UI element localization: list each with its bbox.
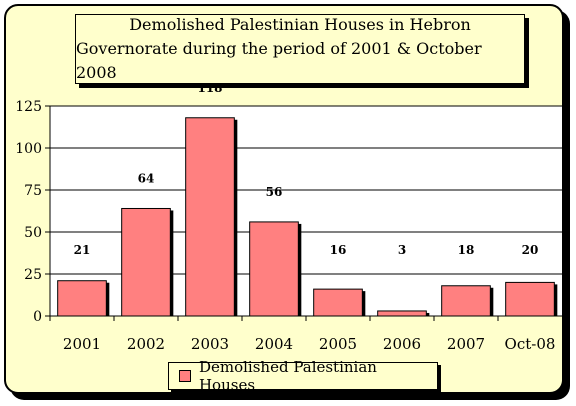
chart-title-box: Demolished Palestinian Houses in Hebron … — [75, 14, 525, 84]
y-tick-label: 50 — [24, 225, 42, 241]
y-tick-label: 100 — [15, 141, 42, 157]
bar-2003 — [185, 117, 235, 317]
x-tick-label: 2003 — [191, 335, 229, 353]
chart-title-line-1: Demolished Palestinian Houses in Hebron — [129, 15, 471, 34]
x-tick-label: 2002 — [127, 335, 165, 353]
data-label: 64 — [138, 171, 155, 185]
x-tick-label: Oct-08 — [505, 335, 556, 353]
data-label: 18 — [458, 243, 475, 257]
data-label: 16 — [330, 243, 347, 257]
legend: Demolished Palestinian Houses — [168, 358, 438, 394]
x-tick-label: 2001 — [63, 335, 101, 353]
legend-swatch — [179, 370, 191, 382]
x-tick-label: 2007 — [447, 335, 485, 353]
chart-title-line-2: Governorate during the period of 2001 & … — [76, 39, 482, 82]
labels: 0 25 50 75 100 125 21 2001 64 2002 118 2003 56 2004 16… — [15, 81, 555, 353]
data-label: 21 — [74, 243, 91, 257]
x-tick-label: 2005 — [319, 335, 357, 353]
y-tick-label: 75 — [24, 183, 42, 199]
data-label: 118 — [197, 81, 222, 95]
bar-2005 — [313, 288, 363, 317]
bar-2002 — [121, 207, 171, 317]
data-label: 20 — [522, 243, 539, 257]
bars — [57, 117, 558, 317]
bar-2001 — [57, 280, 107, 317]
y-tick-label: 0 — [33, 309, 42, 325]
y-tick-label: 25 — [24, 267, 42, 283]
y-tick-label: 125 — [15, 99, 42, 115]
bar-2006 — [377, 310, 427, 317]
legend-label: Demolished Palestinian Houses — [198, 358, 377, 394]
bar-2007 — [441, 285, 491, 317]
bar-Oct-08 — [505, 281, 555, 317]
data-label: 3 — [398, 243, 406, 257]
data-label: 56 — [266, 185, 283, 199]
x-tick-label: 2006 — [383, 335, 421, 353]
bar-2004 — [249, 221, 299, 317]
axes — [45, 105, 562, 321]
x-tick-label: 2004 — [255, 335, 293, 353]
